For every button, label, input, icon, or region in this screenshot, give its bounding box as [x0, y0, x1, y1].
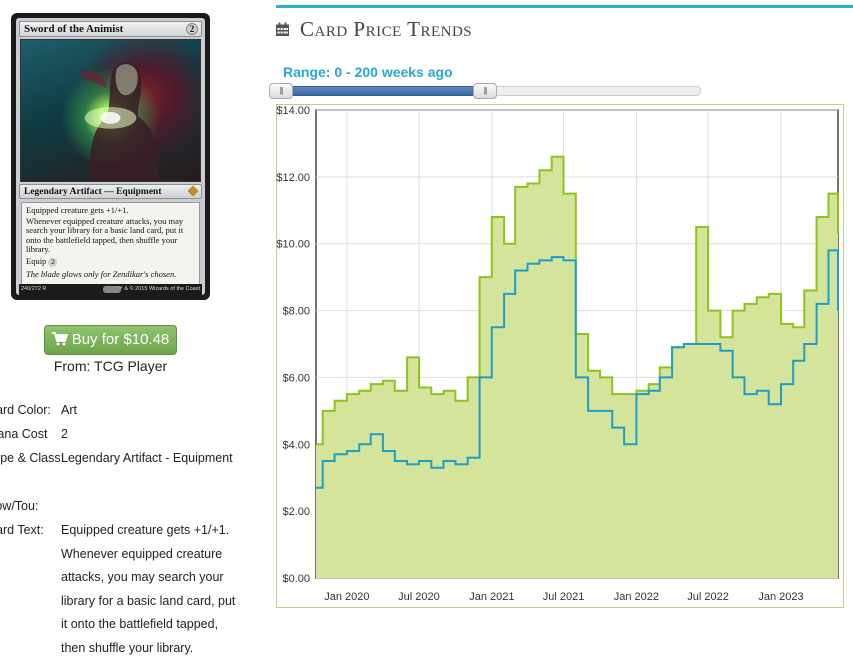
panel-title: Card Price Trends	[300, 16, 473, 41]
x-tick-label: Jan 2023	[758, 591, 803, 603]
card-flavor-text: The blade glows only for Zendikar's chos…	[26, 268, 177, 279]
card-rule-1: Equipped creature gets +1/+1.	[26, 205, 129, 215]
card-equip-line: Equip 2	[26, 255, 195, 267]
card-type-line: Legendary Artifact — Equipment	[24, 187, 162, 197]
attr-value: Equipped creature gets +1/+1. Whenever e…	[61, 523, 236, 655]
buy-button-label: Buy for $10.48	[71, 331, 170, 348]
card-artwork	[20, 39, 201, 182]
y-tick-label: $2.00	[282, 506, 310, 518]
card-image: Sword of the Animist 2 Legendary Artifac…	[11, 13, 210, 300]
buy-button[interactable]: Buy for $10.48	[44, 325, 177, 355]
card-collector-number: 240/272 R	[21, 286, 47, 292]
card-name: Sword of the Animist	[24, 23, 124, 35]
range-slider-max-handle[interactable]: |||	[473, 83, 497, 99]
price-line-series-2	[316, 249, 839, 489]
attr-label: Card Color:	[0, 403, 51, 417]
y-tick-label: $4.00	[282, 439, 310, 451]
y-tick-label: $0.00	[282, 573, 310, 585]
y-tick-label: $6.00	[282, 372, 310, 384]
card-frame: Sword of the Animist 2 Legendary Artifac…	[16, 18, 205, 295]
attr-label: Mana Cost	[0, 427, 48, 441]
card-copyright: ™ & © 2015 Wizards of the Coast	[117, 286, 200, 292]
calendar-icon	[276, 22, 289, 36]
range-slider-min-handle[interactable]: |||	[269, 83, 293, 99]
card-artwork-figure	[78, 62, 159, 181]
attr-value: 2	[61, 427, 68, 441]
y-tick-label: $14.00	[276, 105, 310, 117]
card-type-bar: Legendary Artifact — Equipment	[19, 184, 202, 199]
y-tick-label: $8.00	[282, 306, 310, 318]
card-equip-label: Equip	[26, 255, 47, 266]
x-tick-label: Jul 2022	[687, 591, 729, 603]
y-tick-label: $10.00	[276, 239, 310, 251]
attr-value: Legendary Artifact - Equipment	[61, 451, 233, 465]
card-footer: 240/272 R ™ & © 2015 Wizards of the Coas…	[19, 284, 202, 295]
buy-source: From: TCG Player	[53, 358, 168, 374]
panel-header: Card Price Trends	[275, 16, 472, 42]
range-slider-fill	[285, 86, 485, 96]
card-artist-brush-icon	[103, 286, 121, 293]
range-slider[interactable]: ||| |||	[269, 83, 701, 99]
attr-label: Pow/Tou:	[0, 499, 39, 513]
card-mana-cost: 2	[186, 23, 198, 35]
cart-icon	[51, 332, 68, 346]
attr-label: Card Text:	[0, 523, 44, 537]
x-tick-label: Jan 2020	[324, 591, 369, 603]
card-rule-2: Whenever equipped creature attacks, you …	[26, 215, 184, 254]
price-chart: $0.00 $2.00 $4.00 $6.00 $8.00 $10.00 $12.00 $14…	[276, 104, 844, 613]
x-tick-label: Jan 2022	[614, 591, 659, 603]
set-symbol-icon	[187, 185, 199, 197]
x-tick-label: Jul 2021	[543, 591, 585, 603]
card-equip-cost: 2	[48, 257, 58, 267]
range-label: Range: 0 - 200 weeks ago	[283, 64, 453, 80]
panel-accent-bar	[276, 5, 853, 8]
attr-value: Art	[61, 403, 77, 417]
card-title-bar: Sword of the Animist 2	[19, 21, 202, 37]
x-tick-label: Jul 2020	[398, 591, 440, 603]
x-tick-label: Jan 2021	[469, 591, 514, 603]
attr-label: Type & Class:	[0, 451, 65, 465]
card-text-box: Equipped creature gets +1/+1. Whenever e…	[21, 202, 200, 288]
price-chart-svg: $0.00 $2.00 $4.00 $6.00 $8.00 $10.00 $12.00 $14…	[276, 104, 844, 608]
y-tick-label: $12.00	[276, 172, 310, 184]
